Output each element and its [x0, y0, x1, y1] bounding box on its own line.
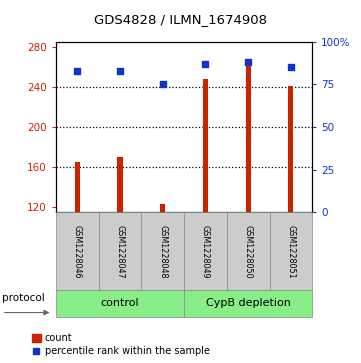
Text: control: control [101, 298, 139, 309]
Point [203, 61, 208, 67]
Text: GSM1228050: GSM1228050 [244, 225, 253, 278]
Text: protocol: protocol [2, 293, 44, 303]
Text: GSM1228048: GSM1228048 [158, 225, 167, 278]
Point [74, 68, 80, 74]
Legend: count, percentile rank within the sample: count, percentile rank within the sample [32, 333, 210, 356]
Point [117, 68, 123, 74]
Point [288, 65, 294, 70]
Bar [75, 162, 80, 212]
Bar [203, 79, 208, 212]
Bar [245, 65, 251, 212]
Text: GSM1228049: GSM1228049 [201, 225, 210, 278]
Point [245, 59, 251, 65]
Text: GSM1228051: GSM1228051 [286, 225, 295, 278]
Text: GSM1228046: GSM1228046 [73, 225, 82, 278]
Text: CypB depletion: CypB depletion [206, 298, 291, 309]
Bar [288, 86, 293, 212]
Text: GDS4828 / ILMN_1674908: GDS4828 / ILMN_1674908 [94, 13, 267, 26]
Text: GSM1228047: GSM1228047 [116, 225, 125, 278]
Point [160, 82, 166, 87]
Bar [160, 204, 165, 212]
Bar [117, 157, 123, 212]
